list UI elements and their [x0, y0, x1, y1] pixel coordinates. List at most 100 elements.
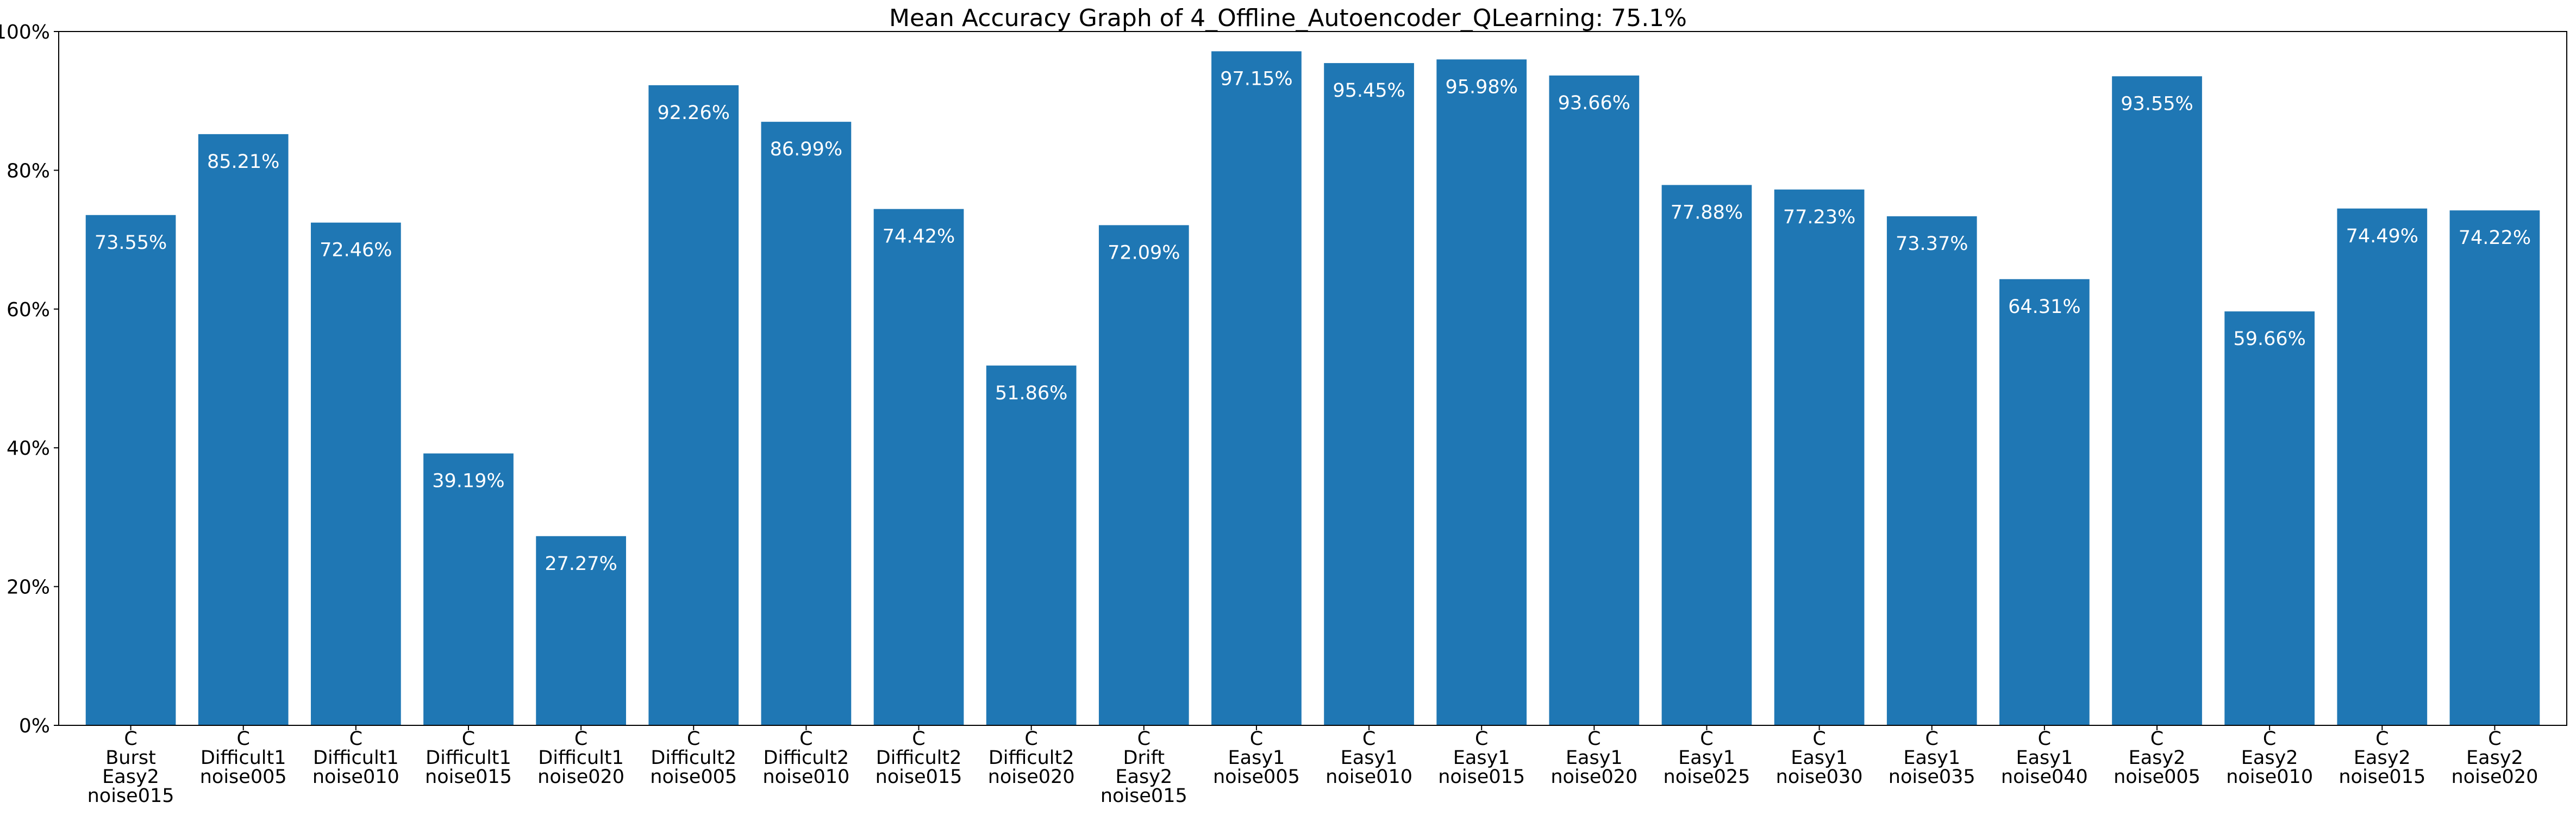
bar: [761, 122, 852, 725]
x-tick-label-line: Difficult2: [989, 747, 1074, 769]
x-tick-label-line: C: [1925, 728, 1939, 750]
x-tick-label-line: Easy2: [2354, 747, 2411, 769]
bar-value-label: 72.09%: [1108, 242, 1180, 264]
x-tick-label-line: noise020: [988, 766, 1075, 788]
x-tick-label-line: noise020: [537, 766, 624, 788]
y-tick-labels: 0% 20% 40% 60% 80% 100%: [0, 21, 59, 737]
x-tick-label: C Difficult1 noise015: [425, 728, 512, 788]
y-tick-label: 20%: [7, 576, 50, 599]
bar-value-label: 74.22%: [2459, 227, 2531, 249]
x-tick-label-line: Easy1: [1453, 747, 1510, 769]
bar-value-label: 74.49%: [2346, 225, 2418, 247]
chart-title: Mean Accuracy Graph of 4_Offline_Autoenc…: [889, 4, 1687, 32]
x-tick-label: C Easy1 noise025: [1664, 728, 1750, 788]
bar-value-label: 74.42%: [883, 226, 955, 248]
bar-value-label: 73.55%: [95, 232, 167, 254]
x-tick-label-line: noise015: [425, 766, 512, 788]
bar: [1098, 225, 1189, 725]
bars-group: 73.55% 85.21% 72.46% 39.19% 27.27% 92.26% 86.9…: [85, 51, 2540, 726]
x-tick-label-line: noise040: [2001, 766, 2088, 788]
bar: [1211, 51, 1302, 725]
bar: [198, 134, 289, 725]
bar: [1436, 59, 1527, 726]
x-tick-label-line: Easy1: [1228, 747, 1285, 769]
x-tick-label: C Easy1 noise040: [2001, 728, 2088, 788]
bar-value-label: 95.45%: [1333, 80, 1405, 102]
x-tick-label-line: C: [1362, 728, 1375, 750]
bar: [423, 453, 514, 725]
x-tick-label: C Easy1 noise020: [1550, 728, 1637, 788]
bar-value-label: 93.55%: [2121, 93, 2193, 115]
x-tick-label: C Difficult2 noise020: [988, 728, 1075, 788]
bar: [1549, 75, 1640, 726]
x-tick-label-line: noise020: [1550, 766, 1637, 788]
bar-value-label: 27.27%: [545, 553, 617, 575]
x-tick-label-line: Easy2: [2466, 747, 2523, 769]
bar: [1886, 216, 1977, 725]
x-tick-label-line: C: [236, 728, 249, 750]
bar: [2337, 208, 2428, 725]
x-tick-label-line: C: [1475, 728, 1488, 750]
x-tick-label: C Difficult1 noise005: [200, 728, 287, 788]
x-tick-label-line: C: [349, 728, 362, 750]
bar-value-label: 64.31%: [2008, 296, 2080, 318]
x-tick-label-line: noise030: [1776, 766, 1863, 788]
bar: [1774, 189, 1865, 725]
x-tick-label-line: C: [912, 728, 925, 750]
x-tick-label: C Easy1 noise005: [1213, 728, 1300, 788]
x-tick-label-line: noise010: [1325, 766, 1412, 788]
x-tick-label-line: C: [1137, 728, 1151, 750]
x-tick-label: C Easy2 noise005: [2114, 728, 2200, 788]
x-tick-label-line: C: [2038, 728, 2051, 750]
x-tick-label-line: noise025: [1664, 766, 1750, 788]
x-tick-label-line: Easy1: [1791, 747, 1848, 769]
x-tick-label-line: Easy1: [1341, 747, 1398, 769]
x-tick-label-line: Difficult2: [876, 747, 962, 769]
x-tick-label: C Difficult2 noise015: [876, 728, 962, 788]
x-tick-label-line: noise005: [200, 766, 287, 788]
x-tick-label-line: noise015: [1101, 785, 1187, 807]
x-tick-label-line: Easy2: [102, 766, 159, 788]
x-tick-label-line: C: [1250, 728, 1263, 750]
bar-value-label: 59.66%: [2233, 328, 2305, 350]
bar-value-label: 77.88%: [1671, 202, 1743, 223]
bar: [648, 85, 739, 726]
x-tick-label-line: noise005: [1213, 766, 1300, 788]
bar-value-label: 77.23%: [1783, 206, 1855, 228]
y-tick-label: 100%: [0, 21, 50, 43]
bar: [85, 215, 176, 725]
y-tick-label: 0%: [19, 715, 50, 737]
x-tick-label-line: Easy1: [1678, 747, 1735, 769]
bar: [2449, 210, 2540, 726]
x-tick-label-line: Easy1: [1566, 747, 1623, 769]
bar: [2224, 311, 2315, 725]
bar: [310, 222, 401, 725]
x-tick-label-line: C: [1024, 728, 1037, 750]
x-tick-label: C Difficult2 noise005: [650, 728, 737, 788]
x-tick-label-line: C: [2375, 728, 2389, 750]
x-tick-label: C Easy2 noise015: [2339, 728, 2425, 788]
bar-value-label: 72.46%: [320, 240, 392, 261]
x-tick-label-line: noise005: [650, 766, 737, 788]
bar: [986, 365, 1077, 725]
x-tick-label: C Easy1 noise010: [1325, 728, 1412, 788]
x-tick-label-line: C: [462, 728, 475, 750]
x-tick-label-line: noise035: [1889, 766, 1975, 788]
x-tick-label-line: C: [1587, 728, 1600, 750]
bar-value-label: 95.98%: [1445, 76, 1517, 98]
y-tick-label: 80%: [7, 160, 50, 182]
x-tick-label: C Easy2 noise010: [2226, 728, 2313, 788]
x-tick-label-line: noise020: [2451, 766, 2538, 788]
x-tick-label-line: C: [799, 728, 812, 750]
x-tick-label: C Easy1 noise035: [1889, 728, 1975, 788]
x-tick-label-line: Difficult2: [651, 747, 736, 769]
x-tick-label-line: C: [1700, 728, 1713, 750]
x-tick-label-line: Easy1: [1903, 747, 1960, 769]
x-tick-label-line: Difficult2: [764, 747, 849, 769]
x-tick-label-line: noise005: [2114, 766, 2200, 788]
x-tick-label-line: Difficult1: [313, 747, 399, 769]
bar-value-label: 51.86%: [995, 383, 1067, 404]
x-tick-label-line: noise010: [312, 766, 399, 788]
bar: [873, 209, 964, 725]
